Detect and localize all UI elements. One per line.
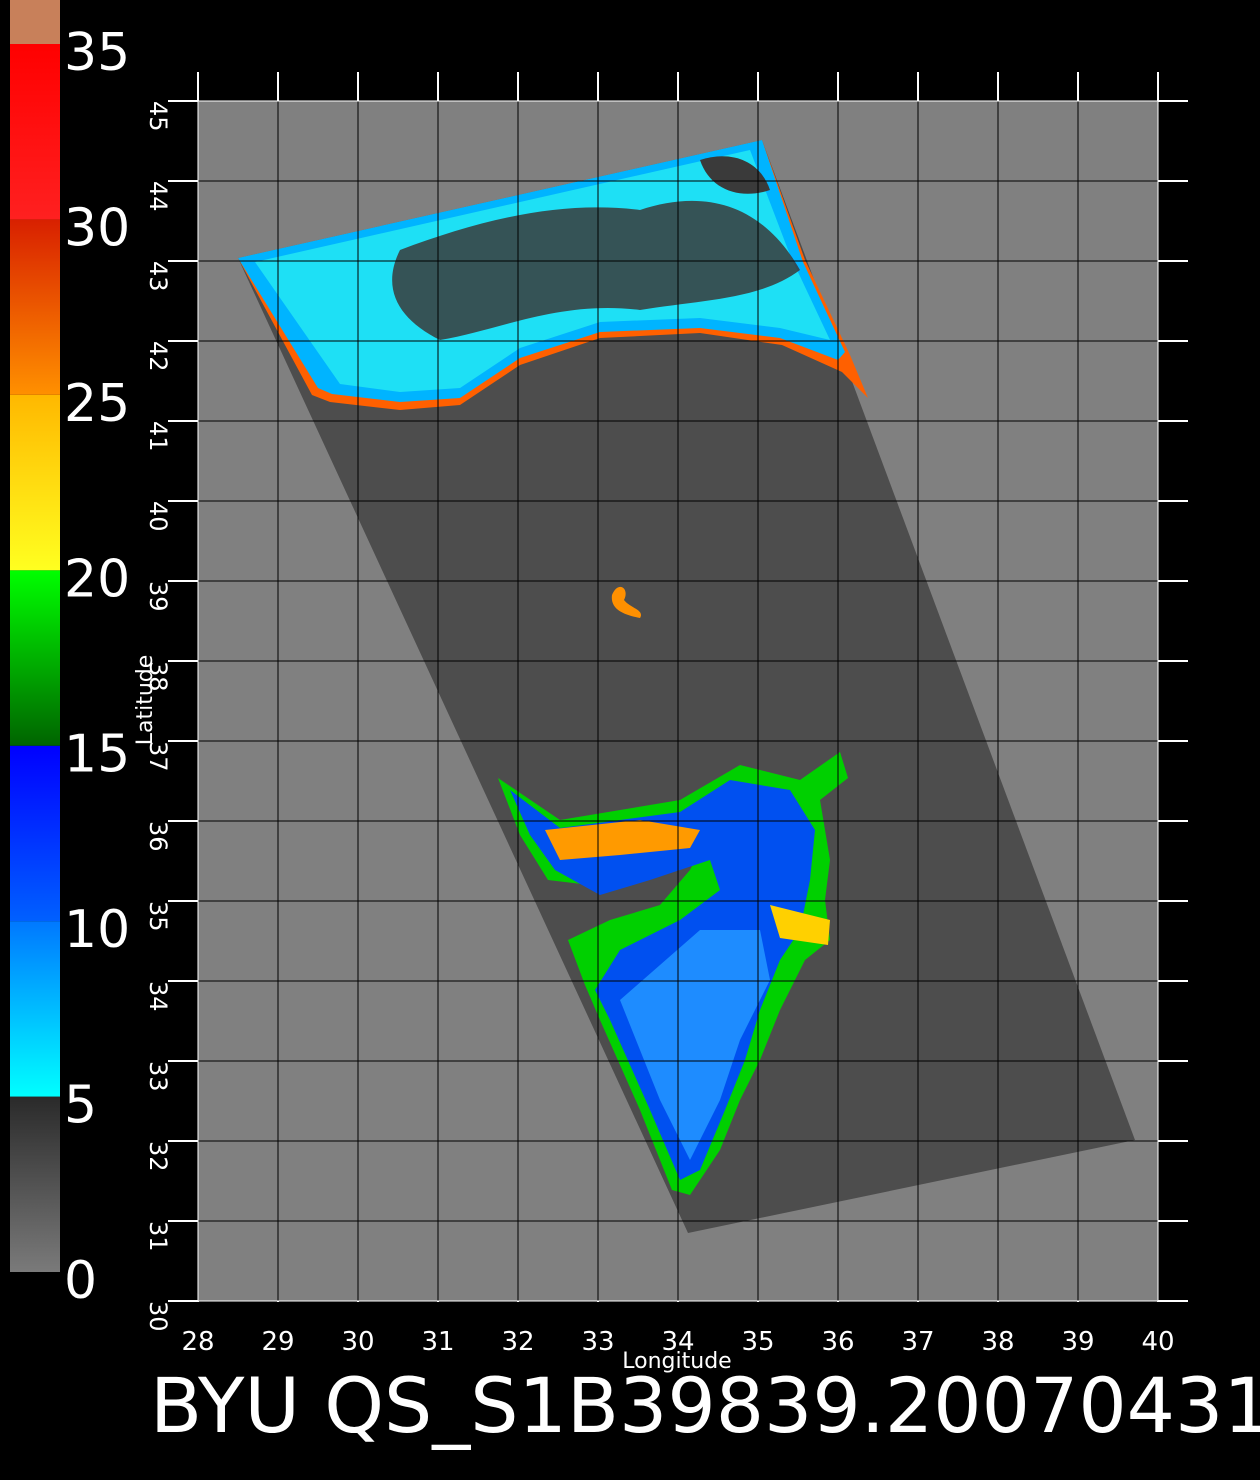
x-tick-label: 33 <box>581 1327 614 1357</box>
colorbar: 0 5 10 15 20 25 30 35 <box>10 23 130 1311</box>
colorbar-label: 25 <box>64 374 130 434</box>
grid: 28 29 30 31 32 33 34 35 36 37 38 39 40 30 31 32 33 34 35 36… <box>144 72 1188 1357</box>
x-tick-label: 28 <box>181 1327 214 1357</box>
colorbar-label: 30 <box>64 198 130 258</box>
x-axis-label: Longitude <box>622 1349 731 1374</box>
x-tick-label: 37 <box>901 1327 934 1357</box>
colorbar-label: 15 <box>64 725 130 785</box>
x-tick-label: 30 <box>341 1327 374 1357</box>
y-tick-label: 37 <box>144 741 172 772</box>
dark-patch <box>700 156 770 194</box>
y-tick-label: 44 <box>144 181 172 212</box>
title: BYU QS_S1B39839.20070431 <box>150 1361 1260 1450</box>
x-tick-label: 35 <box>741 1327 774 1357</box>
colorbar-cap <box>10 0 60 44</box>
land-patch <box>620 930 770 1160</box>
colorbar-label: 35 <box>64 23 130 83</box>
y-tick-label: 43 <box>144 261 172 292</box>
colorbar-segment <box>10 219 60 395</box>
x-tick-label: 39 <box>1061 1327 1094 1357</box>
colorbar-label: 0 <box>64 1251 97 1311</box>
y-tick-label: 31 <box>144 1221 172 1252</box>
y-tick-label: 35 <box>144 901 172 932</box>
land-patch <box>611 586 642 618</box>
x-tick-label: 29 <box>261 1327 294 1357</box>
x-tick-label: 32 <box>501 1327 534 1357</box>
colorbar-label: 10 <box>64 900 130 960</box>
colorbar-segment <box>10 44 60 220</box>
y-tick-label: 33 <box>144 1061 172 1092</box>
y-tick-label: 41 <box>144 421 172 452</box>
colorbar-segment <box>10 570 60 746</box>
x-tick-label: 40 <box>1141 1327 1174 1357</box>
y-tick-label: 36 <box>144 821 172 852</box>
colorbar-segment <box>10 1096 60 1272</box>
y-tick-label: 40 <box>144 501 172 532</box>
y-tick-label: 30 <box>144 1301 172 1332</box>
colorbar-segment <box>10 394 60 571</box>
colorbar-segment <box>10 745 60 922</box>
y-tick-label: 42 <box>144 341 172 372</box>
colorbar-label: 20 <box>64 549 130 609</box>
land-patch <box>770 905 830 945</box>
x-tick-label: 31 <box>421 1327 454 1357</box>
y-axis-label: Latitude <box>133 655 158 746</box>
map-frame <box>197 100 1159 1302</box>
y-tick-label: 32 <box>144 1141 172 1172</box>
y-tick-label: 38 <box>144 661 172 692</box>
colorbar-segment <box>10 921 60 1097</box>
dark-patch <box>392 200 800 340</box>
x-tick-label: 34 <box>661 1327 694 1357</box>
swath <box>238 140 1135 1233</box>
y-tick-label: 34 <box>144 981 172 1012</box>
colorbar-label: 5 <box>64 1076 97 1136</box>
x-tick-label: 36 <box>821 1327 854 1357</box>
y-tick-label: 45 <box>144 101 172 132</box>
land-patch <box>545 820 700 860</box>
y-tick-label: 39 <box>144 581 172 612</box>
x-tick-label: 38 <box>981 1327 1014 1357</box>
